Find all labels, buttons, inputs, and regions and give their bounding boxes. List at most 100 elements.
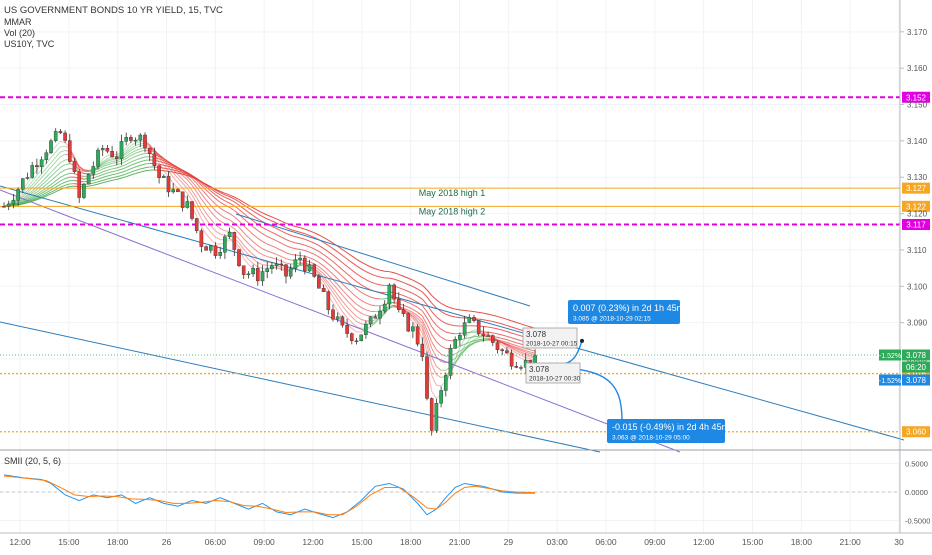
projection-up-label-text: 0.007 (0.23%) in 2d 1h 45m [573, 303, 684, 313]
x-tick-label: 18:00 [107, 537, 129, 547]
candle-body [327, 292, 330, 310]
candle-body [64, 133, 67, 141]
y-tick-label: 3.110 [907, 246, 927, 255]
candle-body [397, 299, 400, 310]
candle-body [331, 310, 334, 320]
candle-body [364, 324, 367, 335]
candle-body [115, 157, 118, 159]
candle-body [266, 269, 269, 272]
x-tick-label: 30 [894, 537, 904, 547]
candle-body [416, 327, 419, 344]
candle-body [299, 258, 302, 260]
candle-body [129, 137, 132, 140]
candle-body [317, 276, 320, 288]
candle-body [54, 131, 57, 140]
candle-body [125, 137, 128, 141]
indicator-label-us10y: US10Y, TVC [4, 39, 55, 49]
ribbon-segment [455, 317, 460, 318]
x-tick-label: 06:00 [595, 537, 617, 547]
ribbon-segment [483, 326, 488, 327]
x-tick-label: 12:00 [9, 537, 31, 547]
x-tick-label: 18:00 [791, 537, 813, 547]
y-tick-label: 3.170 [907, 28, 928, 37]
candle-body [17, 189, 20, 200]
ribbon-segment [460, 310, 465, 311]
y-tick-label: 3.160 [907, 64, 928, 73]
candle-body [143, 135, 146, 148]
last-price-tag-prefix: -1.52% [879, 353, 901, 360]
projection-up-target [580, 339, 584, 343]
candle-body [463, 323, 466, 336]
point-tag-lower-price: 3.078 [529, 365, 550, 374]
candle-body [322, 288, 325, 291]
ribbon-segment [164, 171, 169, 172]
candle-body [2, 206, 5, 207]
candle-body [449, 348, 452, 375]
candle-body [496, 343, 499, 350]
candle-body [477, 321, 480, 334]
candle-body [472, 317, 475, 320]
candle-body [350, 334, 353, 341]
indicator-label-mmar: MMAR [4, 17, 32, 27]
indicator-label-vol: Vol (20) [4, 28, 35, 38]
candle-body [355, 341, 358, 342]
compare-price-tag-prefix: -1.52% [879, 378, 901, 385]
candle-body [491, 336, 494, 343]
ribbon-segment [295, 249, 300, 250]
candle-body [139, 135, 142, 140]
candle-body [7, 204, 10, 206]
candle-body [111, 151, 114, 157]
x-tick-label: 15:00 [351, 537, 373, 547]
ribbon-segment [474, 312, 479, 313]
candle-body [205, 247, 208, 251]
ribbon-segment [375, 298, 380, 299]
chart-title: US GOVERNMENT BONDS 10 YR YIELD, 15, TVC [4, 5, 223, 16]
candle-body [458, 335, 461, 339]
candle-body [341, 317, 344, 325]
level-price-label: 3.127 [906, 184, 927, 193]
candle-body [167, 176, 170, 192]
candle-body [505, 351, 508, 353]
candle-body [275, 264, 278, 266]
candle-body [515, 366, 518, 367]
candle-body [374, 317, 377, 318]
candle-body [172, 189, 175, 192]
smii-title: SMII (20, 5, 6) [4, 456, 61, 466]
x-tick-label: 09:00 [254, 537, 276, 547]
smii-y-tick-label: 0.5000 [905, 460, 928, 469]
candle-body [153, 154, 156, 166]
ribbon-segment [479, 319, 484, 320]
ribbon-segment [479, 339, 484, 340]
smii-y-tick-label: 0.0000 [905, 488, 928, 497]
candle-body [195, 219, 198, 231]
candle-body [501, 350, 504, 351]
x-tick-label: 26 [162, 537, 172, 547]
last-price-tag-text: 3.078 [906, 351, 927, 360]
candle-body [247, 274, 250, 275]
candle-body [430, 398, 433, 430]
candle-body [59, 131, 62, 133]
candle-body [73, 162, 76, 172]
x-tick-label: 03:00 [547, 537, 569, 547]
candle-body [393, 285, 396, 299]
candle-body [360, 335, 363, 341]
ribbon-segment [216, 244, 221, 245]
candle-body [468, 317, 471, 322]
candle-body [294, 260, 297, 269]
candle-body [444, 375, 447, 390]
candle-body [336, 317, 339, 320]
candle-body [186, 202, 189, 208]
ribbon-segment [469, 311, 474, 312]
x-tick-label: 12:00 [302, 537, 324, 547]
candle-body [87, 174, 90, 184]
candle-body [223, 237, 226, 252]
candle-body [383, 304, 386, 311]
candle-body [233, 232, 236, 249]
candle-body [45, 153, 48, 160]
candle-body [101, 148, 104, 150]
candle-body [280, 264, 283, 265]
candle-body [176, 189, 179, 191]
candle-body [270, 266, 273, 269]
